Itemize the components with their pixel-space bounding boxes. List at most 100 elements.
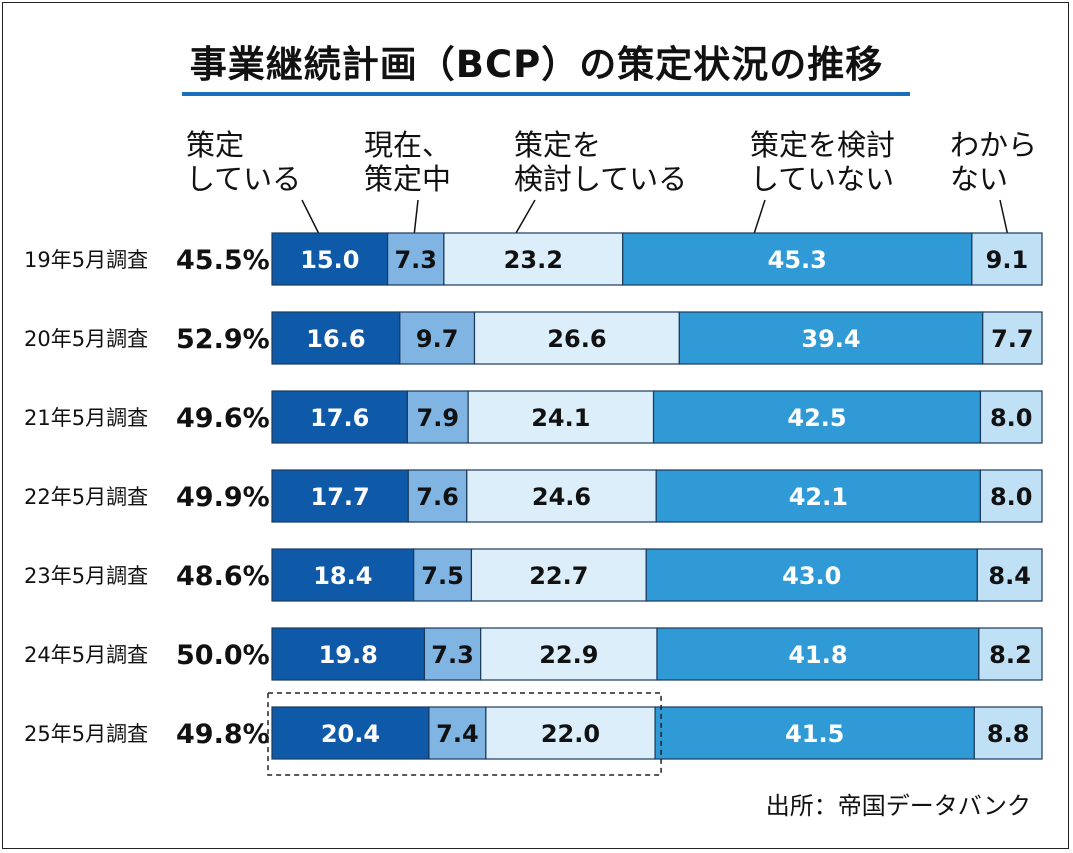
bar-segment [971, 232, 1043, 286]
value-label: 7.5 [421, 562, 464, 590]
legend-header-line: 検討している [514, 162, 688, 196]
bar-segment [645, 548, 978, 602]
planned-share-label: 49.8% [176, 719, 270, 750]
value-label: 7.3 [431, 641, 474, 669]
value-label: 22.7 [529, 562, 588, 590]
leader-line [999, 199, 1009, 237]
bar-segment [271, 311, 401, 365]
legend-header-line: わから [950, 128, 1038, 162]
legend-header-line: 策定を [514, 128, 602, 162]
value-label: 19.8 [319, 641, 378, 669]
source-note: 出所：帝国データバンク [765, 792, 1031, 820]
value-label: 8.0 [990, 483, 1033, 511]
legend-header-line: 策定を検討 [750, 128, 896, 162]
legend-header-line: ない [950, 162, 1009, 196]
value-label: 22.9 [539, 641, 598, 669]
value-label: 20.4 [321, 720, 380, 748]
value-label: 7.7 [991, 325, 1034, 353]
value-label: 41.5 [785, 720, 844, 748]
bar-rows: 19年5月調査 45.5% 15.0 7.3 23.2 45.3 9.1 20年5月調査 52.… [24, 232, 1043, 760]
legend-header-considering: 策定を 検討している [514, 128, 687, 196]
value-label: 24.6 [532, 483, 591, 511]
value-label: 42.5 [787, 404, 846, 432]
row-label: 23年5月調査 [24, 564, 148, 588]
bar-segment [652, 390, 982, 444]
bar-segment [655, 469, 981, 523]
bar-segment [423, 627, 482, 681]
bar-segment [271, 390, 408, 444]
value-label: 8.2 [989, 641, 1032, 669]
legend-header-line: 策定 [186, 128, 245, 162]
legend-header-in-progress: 現在、 策定中 [364, 128, 451, 196]
planned-share-label: 52.9% [176, 324, 270, 355]
bar-segment [413, 548, 473, 602]
legend-header-unknown: わから ない [950, 128, 1037, 196]
value-label: 18.4 [313, 562, 372, 590]
bar-segment [271, 232, 389, 286]
value-label: 7.6 [416, 483, 459, 511]
bar-segment [271, 706, 430, 760]
value-label: 9.7 [416, 325, 459, 353]
value-label: 41.8 [788, 641, 847, 669]
value-label: 23.2 [504, 246, 563, 274]
bar-segment [271, 548, 415, 602]
value-label: 7.4 [436, 720, 479, 748]
bar-segment [978, 627, 1043, 681]
value-label: 16.6 [306, 325, 365, 353]
legend-header-line: していない [750, 162, 895, 196]
value-label: 45.3 [768, 246, 827, 274]
planned-share-label: 49.9% [176, 482, 270, 513]
value-label: 24.1 [531, 404, 590, 432]
bar-segment [407, 469, 468, 523]
bar-segment [473, 311, 680, 365]
bar-segment [979, 390, 1043, 444]
planned-share-label: 50.0% [176, 640, 270, 671]
bar-segment [443, 232, 624, 286]
bar-segment [271, 627, 426, 681]
value-label: 7.3 [394, 246, 437, 274]
value-label: 9.1 [986, 246, 1029, 274]
bar-segment [428, 706, 487, 760]
bar-segment [271, 469, 409, 523]
legend-header-line: 現在、 [364, 128, 452, 162]
bar-segment [973, 706, 1043, 760]
value-label: 15.0 [300, 246, 359, 274]
legend-header-line: 策定中 [364, 162, 452, 196]
bar-segment [470, 548, 647, 602]
bar-segment [979, 469, 1043, 523]
row-label: 22年5月調査 [24, 485, 148, 509]
planned-share-label: 49.6% [176, 403, 270, 434]
row-label: 24年5月調査 [24, 643, 148, 667]
row-label: 21年5月調査 [24, 406, 148, 430]
bar-segment [406, 390, 469, 444]
leader-lines [301, 199, 1009, 241]
bar-segment [656, 627, 980, 681]
legend-header-not-considering: 策定を検討 していない [750, 128, 895, 196]
legend-header-line: している [186, 162, 302, 196]
value-label: 8.8 [987, 720, 1030, 748]
bar-segment [982, 311, 1043, 365]
planned-share-label: 45.5% [176, 245, 270, 276]
bar-segment [622, 232, 973, 286]
chart-title: 事業継続計画（BCP）の策定状況の推移 [189, 43, 884, 86]
row-label: 20年5月調査 [24, 327, 148, 351]
bar-segment [399, 311, 476, 365]
bar-segment [467, 390, 655, 444]
bar-segment [466, 469, 657, 523]
value-label: 8.0 [990, 404, 1033, 432]
bar-segment [678, 311, 984, 365]
value-label: 7.9 [417, 404, 460, 432]
value-label: 39.4 [801, 325, 860, 353]
legend-header-planned: 策定 している [186, 128, 301, 196]
value-label: 42.1 [789, 483, 848, 511]
planned-share-label: 48.6% [176, 561, 270, 592]
bar-segment [485, 706, 656, 760]
bar-segment [976, 548, 1043, 602]
title-underline [182, 92, 910, 96]
row-label: 19年5月調査 [24, 248, 148, 272]
row-label: 25年5月調査 [24, 722, 148, 746]
value-label: 22.0 [541, 720, 600, 748]
value-label: 26.6 [547, 325, 606, 353]
leader-line [413, 199, 419, 237]
